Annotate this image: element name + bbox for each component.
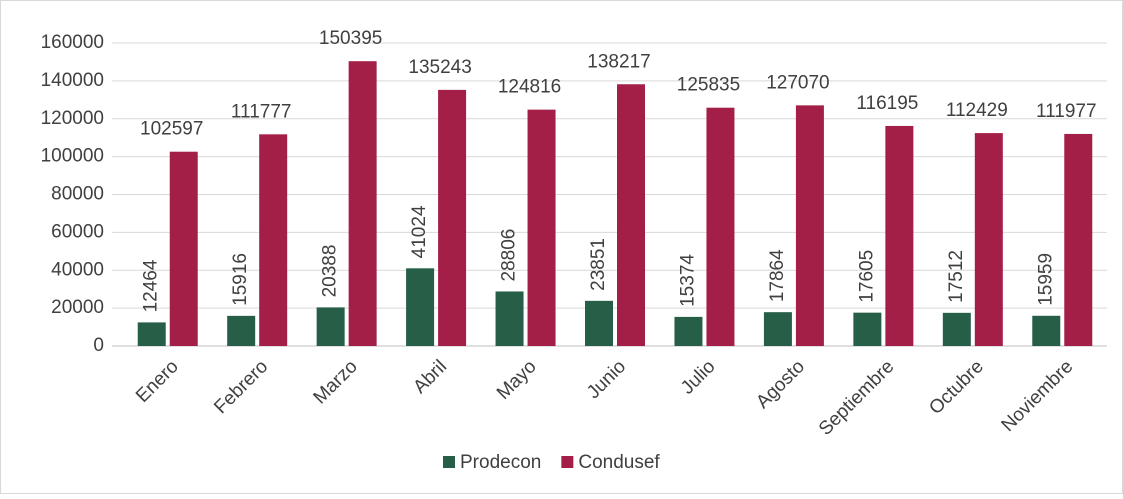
bar bbox=[1064, 133, 1093, 346]
bar bbox=[169, 151, 198, 346]
data-label: 15374 bbox=[677, 254, 698, 307]
data-label: 125835 bbox=[677, 75, 740, 96]
legend-label: Condusef bbox=[578, 452, 660, 473]
data-label: 116195 bbox=[856, 93, 918, 114]
bar bbox=[259, 134, 288, 346]
y-tick-label: 80000 bbox=[51, 184, 104, 205]
data-label: 150395 bbox=[319, 28, 382, 49]
data-label: 15959 bbox=[1035, 253, 1056, 306]
bar bbox=[585, 300, 613, 346]
bar bbox=[348, 61, 377, 347]
y-tick-label: 160000 bbox=[41, 32, 104, 53]
bar bbox=[438, 89, 467, 346]
y-tick-label: 100000 bbox=[41, 146, 104, 167]
data-label: 102597 bbox=[140, 119, 203, 140]
data-label: 138217 bbox=[587, 51, 650, 72]
bar bbox=[527, 109, 556, 346]
y-tick-label: 40000 bbox=[51, 259, 104, 280]
data-label: 135243 bbox=[408, 57, 471, 78]
legend-swatch bbox=[443, 456, 455, 468]
data-label: 111977 bbox=[1036, 101, 1097, 122]
bar bbox=[227, 315, 256, 346]
bar bbox=[763, 312, 792, 346]
bar bbox=[974, 133, 1003, 346]
bar bbox=[674, 316, 703, 346]
bar bbox=[942, 312, 971, 346]
bar bbox=[137, 322, 166, 346]
bar bbox=[795, 105, 824, 346]
data-label: 17864 bbox=[767, 249, 788, 302]
data-label: 23851 bbox=[588, 238, 609, 291]
bar bbox=[406, 268, 435, 346]
data-label: 112429 bbox=[946, 100, 1008, 121]
data-label: 124816 bbox=[498, 77, 561, 98]
data-label: 17605 bbox=[856, 250, 877, 303]
y-tick-label: 120000 bbox=[41, 108, 104, 129]
legend-swatch bbox=[561, 456, 574, 468]
y-tick-label: 60000 bbox=[51, 221, 104, 242]
data-label: 111777 bbox=[231, 101, 292, 122]
data-label: 28806 bbox=[499, 229, 520, 282]
legend-label: Prodecon bbox=[460, 452, 541, 473]
y-tick-label: 20000 bbox=[51, 297, 104, 318]
data-label: 12464 bbox=[141, 259, 162, 312]
bar bbox=[617, 84, 645, 346]
bar bbox=[495, 291, 524, 346]
data-label: 17512 bbox=[946, 250, 967, 303]
bar bbox=[1032, 315, 1061, 346]
data-label: 41024 bbox=[409, 205, 430, 258]
data-label: 15916 bbox=[230, 253, 251, 306]
bar bbox=[706, 107, 735, 346]
y-tick-label: 140000 bbox=[41, 70, 104, 91]
data-label: 20388 bbox=[320, 245, 341, 298]
y-tick-label: 0 bbox=[93, 335, 104, 356]
bar bbox=[316, 307, 345, 346]
bar bbox=[885, 125, 914, 346]
bar bbox=[853, 312, 882, 346]
data-label: 127070 bbox=[766, 72, 829, 93]
